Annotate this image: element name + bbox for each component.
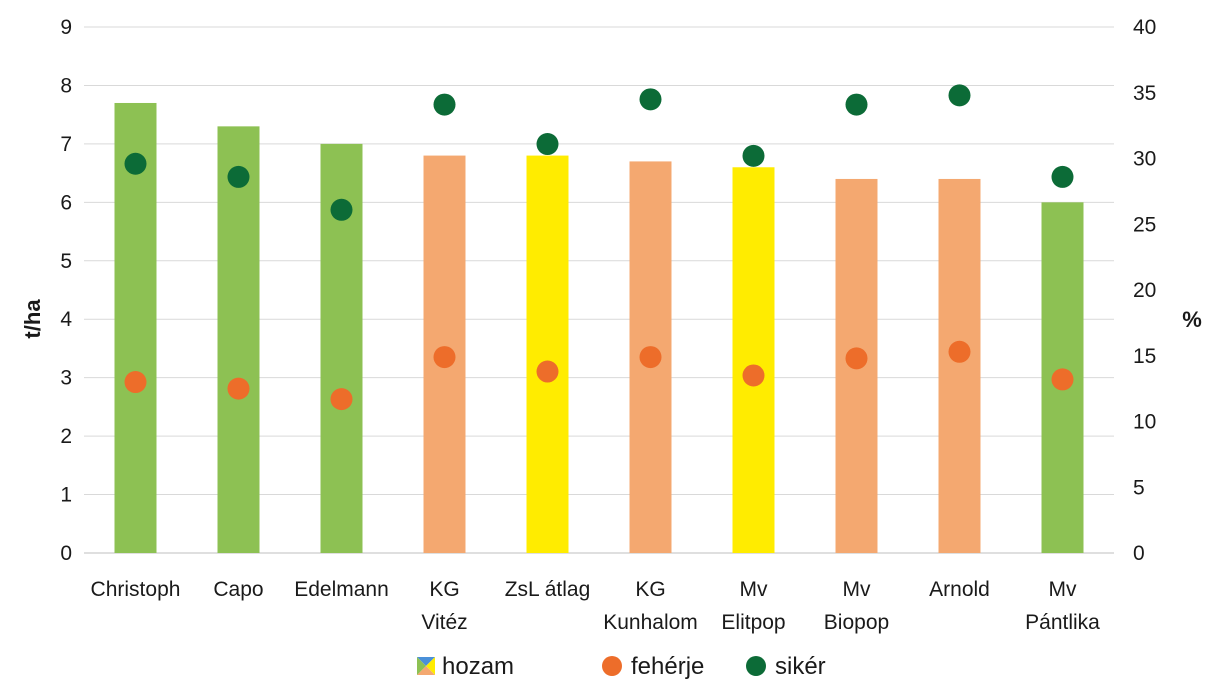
category-label: Christoph bbox=[91, 578, 181, 601]
legend-swatch-part bbox=[417, 657, 435, 666]
category-label: Mv bbox=[843, 578, 871, 601]
right-axis-title: % bbox=[1182, 307, 1202, 332]
right-tick-label: 0 bbox=[1133, 542, 1145, 565]
siker-point bbox=[639, 88, 662, 111]
category-label: Mv bbox=[740, 578, 768, 601]
bar-series bbox=[114, 102, 1084, 554]
feherje-point bbox=[1051, 368, 1074, 391]
legend-label: fehérje bbox=[631, 653, 704, 680]
feherje-point bbox=[433, 346, 456, 369]
feherje-point bbox=[330, 388, 353, 411]
right-tick-label: 10 bbox=[1133, 411, 1156, 434]
left-tick-label: 5 bbox=[60, 250, 72, 273]
category-labels: Christoph Capo Edelmann KG Vitéz ZsL átlag KG K… bbox=[91, 578, 1101, 634]
siker-point bbox=[742, 144, 765, 167]
feherje-point bbox=[948, 340, 971, 363]
siker-point bbox=[433, 93, 456, 116]
bar bbox=[526, 155, 569, 554]
feherje-point bbox=[639, 346, 662, 369]
category-label: ZsL átlag bbox=[505, 578, 591, 601]
bar bbox=[217, 126, 260, 553]
legend-label: sikér bbox=[775, 653, 826, 680]
category-label: Edelmann bbox=[294, 578, 389, 601]
right-axis-ticks: 0 5 10 15 20 25 30 35 40 bbox=[1133, 16, 1156, 565]
category-label: Capo bbox=[213, 578, 263, 601]
right-tick-label: 35 bbox=[1133, 82, 1156, 105]
feherje-point bbox=[742, 364, 765, 387]
left-axis-ticks: 0 1 2 3 4 5 6 7 8 9 bbox=[60, 16, 72, 565]
siker-point bbox=[1051, 165, 1074, 188]
right-tick-label: 30 bbox=[1133, 148, 1156, 171]
legend-swatch-part bbox=[417, 657, 426, 675]
bar bbox=[732, 167, 775, 553]
category-label: Mv bbox=[1049, 578, 1077, 601]
left-tick-label: 2 bbox=[60, 425, 72, 448]
category-label: Arnold bbox=[929, 578, 990, 601]
legend-swatch-part bbox=[417, 666, 435, 675]
right-tick-label: 25 bbox=[1133, 213, 1156, 236]
feherje-point bbox=[536, 360, 559, 383]
left-tick-label: 3 bbox=[60, 367, 72, 390]
bar bbox=[938, 178, 981, 553]
category-label: KG bbox=[635, 578, 665, 601]
legend-marker bbox=[602, 656, 622, 676]
left-tick-label: 0 bbox=[60, 542, 72, 565]
siker-point bbox=[124, 152, 147, 175]
left-tick-label: 4 bbox=[60, 308, 72, 331]
siker-point bbox=[536, 133, 559, 156]
category-label: Vitéz bbox=[421, 611, 467, 634]
left-axis-title: t/ha bbox=[20, 299, 45, 339]
left-tick-label: 8 bbox=[60, 74, 72, 97]
legend-marker bbox=[746, 656, 766, 676]
left-tick-label: 6 bbox=[60, 191, 72, 214]
legend-swatch-part bbox=[426, 657, 435, 675]
feherje-point bbox=[845, 347, 868, 370]
category-label: Biopop bbox=[824, 611, 889, 634]
left-tick-label: 9 bbox=[60, 16, 72, 39]
right-tick-label: 15 bbox=[1133, 345, 1156, 368]
category-label: Elitpop bbox=[721, 611, 785, 634]
left-tick-label: 7 bbox=[60, 133, 72, 156]
scatter-series bbox=[124, 84, 1074, 411]
category-label: Kunhalom bbox=[603, 611, 698, 634]
bar bbox=[114, 102, 157, 553]
right-tick-label: 20 bbox=[1133, 279, 1156, 302]
category-label: Pántlika bbox=[1025, 611, 1100, 634]
right-tick-label: 5 bbox=[1133, 476, 1145, 499]
right-tick-label: 40 bbox=[1133, 16, 1156, 39]
feherje-point bbox=[124, 371, 147, 394]
feherje-point bbox=[227, 377, 250, 400]
category-label: KG bbox=[429, 578, 459, 601]
siker-point bbox=[845, 93, 868, 116]
siker-point bbox=[330, 198, 353, 221]
siker-point bbox=[227, 165, 250, 188]
siker-point bbox=[948, 84, 971, 107]
left-tick-label: 1 bbox=[60, 484, 72, 507]
legend-label: hozam bbox=[442, 653, 514, 680]
legend: hozam fehérje sikér bbox=[417, 653, 826, 680]
